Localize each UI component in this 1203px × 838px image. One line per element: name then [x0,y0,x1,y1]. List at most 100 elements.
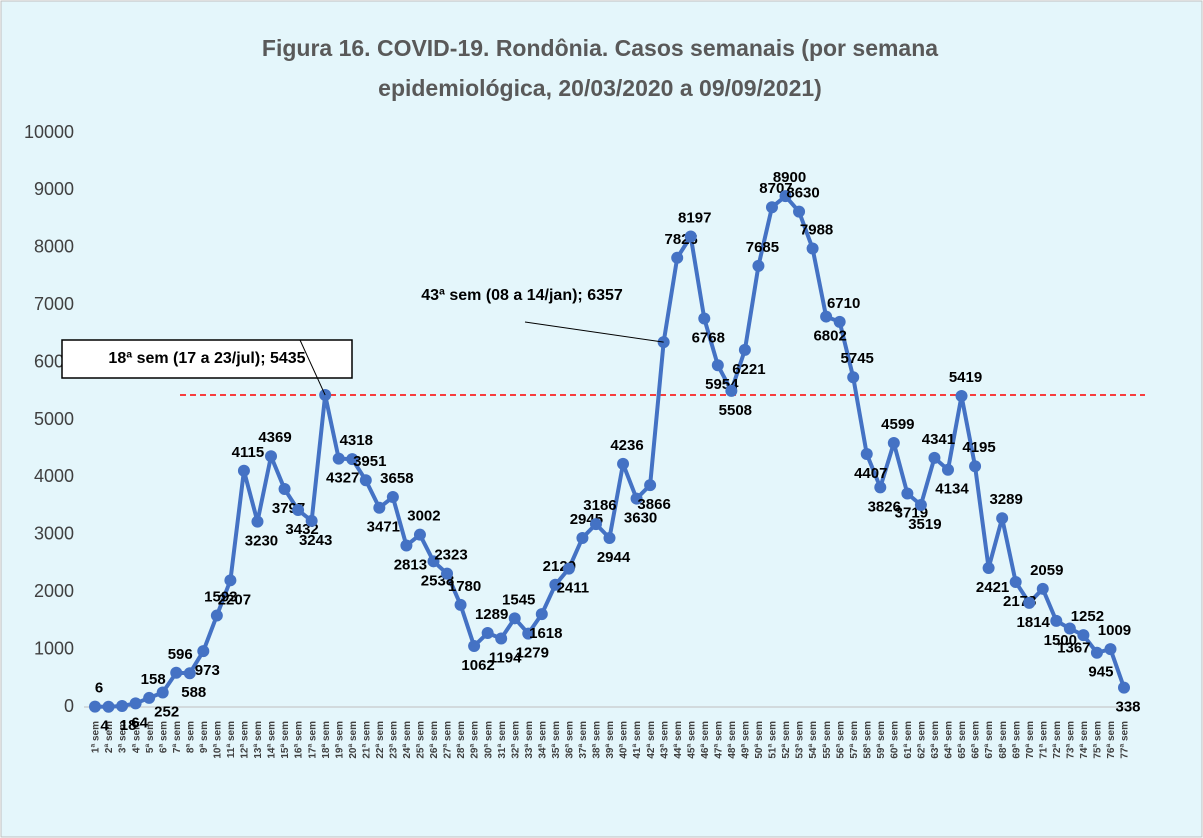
point [793,205,806,218]
point [143,691,156,704]
y-tick-label: 3000 [34,524,74,544]
data-label: 3866 [637,496,670,513]
point [156,686,169,699]
annotation-leader [524,321,664,343]
data-label: 4341 [922,431,955,448]
point [955,389,968,402]
point [427,555,440,568]
point [535,608,548,621]
x-tick-label: 17ª sem [307,721,318,759]
point [1063,622,1076,635]
data-label: 596 [168,646,193,663]
y-tick-label: 8000 [34,237,74,257]
x-tick-label: 33ª sem [524,721,535,759]
x-tick-label: 52ª sem [781,721,792,759]
x-tick-label: 51ª sem [768,721,779,759]
x-tick-label: 29ª sem [470,721,481,759]
x-tick-label: 24ª sem [402,721,413,759]
x-tick-label: 67ª sem [984,721,995,759]
data-label: 1194 [489,649,522,666]
data-label: 3658 [380,470,413,487]
x-tick-label: 35ª sem [551,721,562,759]
data-label: 3471 [367,519,400,536]
x-tick-label: 71ª sem [1038,721,1049,759]
point [765,201,778,214]
point [833,315,846,328]
y-tick-label: 4000 [34,466,74,486]
x-tick-label: 5ª sem [145,721,156,753]
point [129,697,142,710]
data-label: 1593 [204,589,237,606]
x-tick-label: 46ª sem [700,721,711,759]
y-tick-label: 9000 [34,179,74,199]
x-tick-label: 58ª sem [862,721,873,759]
point [373,501,386,514]
x-tick-label: 72ª sem [1052,721,1063,759]
data-label: 1545 [502,591,535,608]
x-tick-label: 22ª sem [375,721,386,759]
x-tick-label: 11ª sem [226,721,237,758]
x-tick-label: 56ª sem [835,721,846,759]
x-tick-label: 13ª sem [253,721,264,759]
x-tick-label: 73ª sem [1065,721,1076,759]
x-tick-label: 70ª sem [1025,721,1036,759]
data-label: 4318 [340,432,373,449]
point [183,667,196,680]
chart-title: epidemiológica, 20/03/2020 a 09/09/2021) [378,75,822,101]
data-label: 4195 [962,439,995,456]
point [847,371,860,384]
point [684,230,697,243]
point [928,451,941,464]
data-label: 1780 [448,578,481,595]
y-tick-label: 10000 [24,122,74,142]
data-label: 1279 [516,645,549,662]
x-tick-label: 74ª sem [1079,721,1090,759]
point [1050,614,1063,627]
data-label: 6768 [692,329,725,346]
point [698,312,711,325]
data-label: 4599 [881,416,914,433]
point [237,464,250,477]
data-label: 18 [120,717,137,734]
data-label: 1367 [1057,640,1090,657]
data-label: 1500 [1044,632,1077,649]
data-label: 588 [181,684,206,701]
point [441,567,454,580]
data-label: 6802 [813,328,846,345]
point [1009,575,1022,588]
x-tick-label: 12ª sem [240,721,251,759]
point [495,632,508,645]
data-label: 7988 [800,221,833,238]
x-tick-label: 60ª sem [889,721,900,759]
point [481,627,494,640]
point [278,483,291,496]
data-label: 8900 [773,169,806,186]
x-tick-label: 43ª sem [659,721,670,759]
x-tick-label: 16ª sem [294,721,305,759]
annotation: 43ª sem (08 a 14/jan); 6357 [421,287,623,304]
data-label: 338 [1115,699,1140,716]
data-label: 2059 [1030,562,1063,579]
data-label: 3519 [908,516,941,533]
point [332,452,345,465]
point [170,666,183,679]
x-tick-label: 64ª sem [944,721,955,759]
data-label: 8630 [786,185,819,202]
point [400,539,413,552]
x-tick-label: 44ª sem [673,721,684,759]
data-label: 3186 [583,497,616,514]
y-tick-label: 2000 [34,581,74,601]
point [386,491,399,504]
x-tick-label: 42ª sem [646,721,657,759]
point [725,384,738,397]
x-tick-label: 49ª sem [741,721,752,759]
x-tick-label: 32ª sem [510,721,521,759]
x-tick-label: 28ª sem [456,721,467,759]
data-label: 6710 [827,295,860,312]
point [549,578,562,591]
point [210,609,223,622]
data-label: 158 [141,671,166,688]
data-label: 4 [100,718,109,735]
